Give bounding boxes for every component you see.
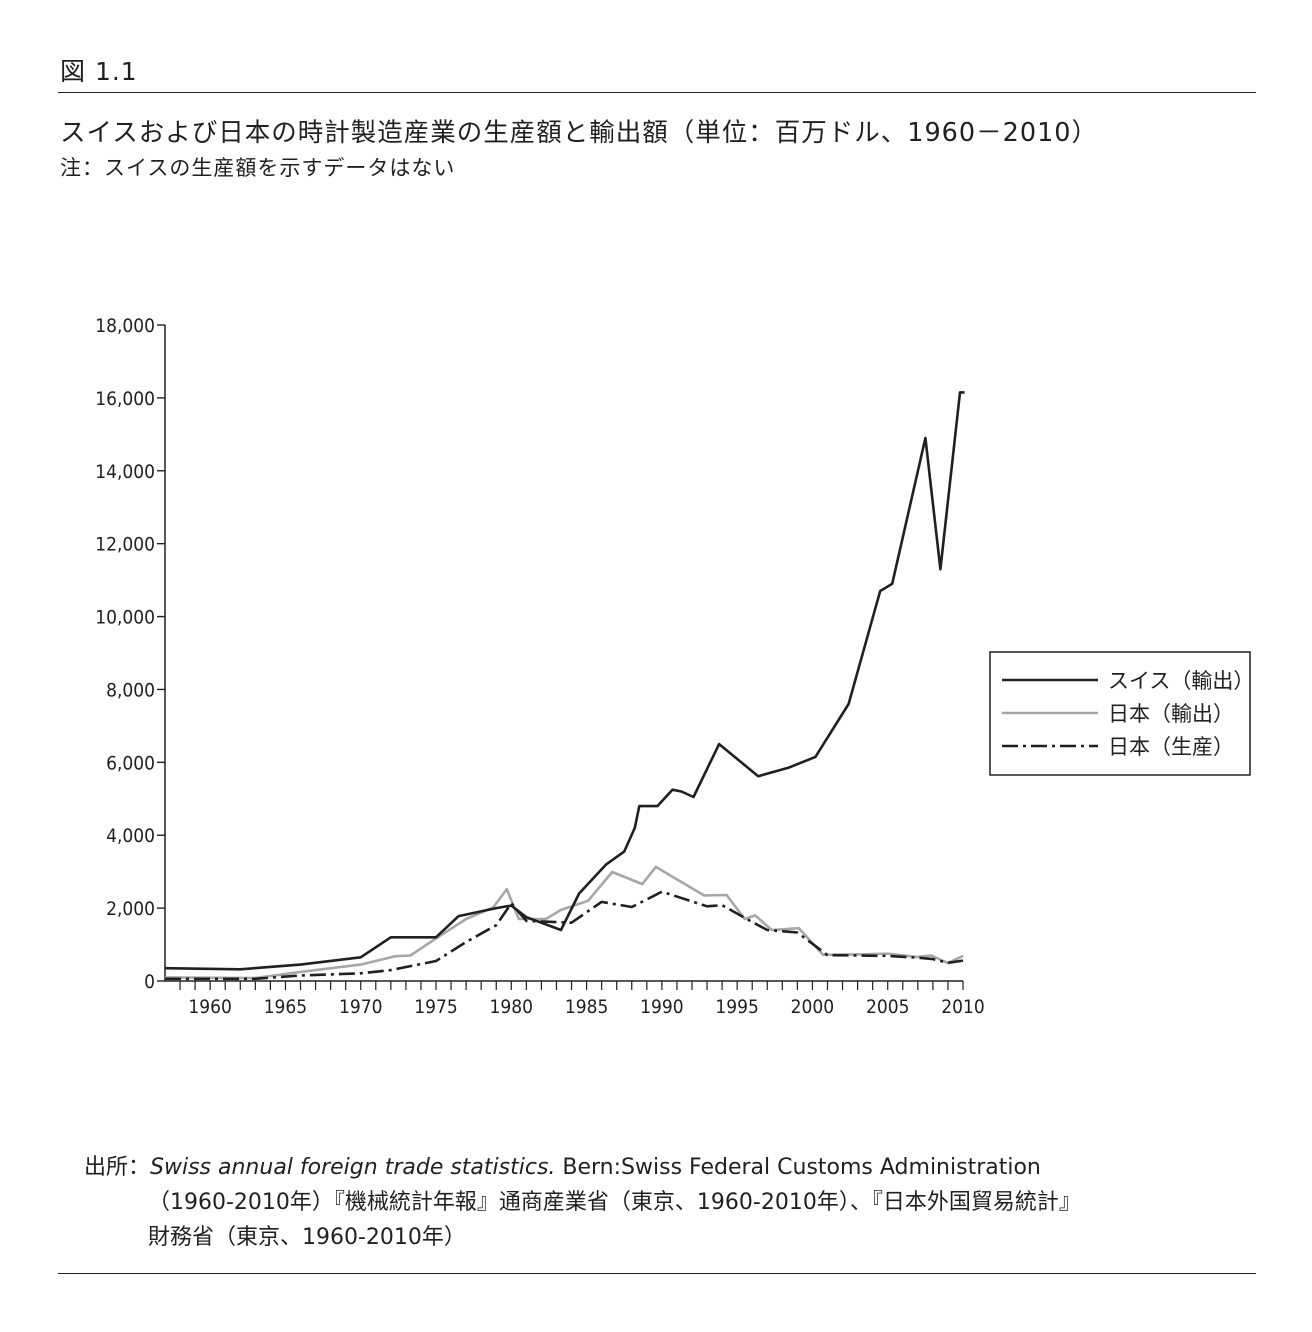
- x-tick-label: 1990: [640, 996, 684, 1018]
- y-tick-label: 8,000: [106, 679, 155, 701]
- x-tick-label: 2000: [791, 996, 835, 1018]
- x-tick-label: 1975: [414, 996, 458, 1018]
- source-prefix: 出所：: [84, 1155, 151, 1180]
- x-tick-label: 2010: [941, 996, 985, 1018]
- x-tick-label: 1960: [188, 996, 232, 1018]
- y-tick-label: 10,000: [95, 607, 155, 629]
- series-line-2: [165, 890, 964, 981]
- y-tick-label: 18,000: [95, 315, 155, 337]
- source-citation: 出所：Swiss annual foreign trade statistics…: [84, 1150, 1256, 1255]
- y-tick-label: 14,000: [95, 461, 155, 483]
- y-tick-label: 2,000: [106, 898, 155, 920]
- y-tick-label: 12,000: [95, 534, 155, 556]
- y-tick-label: 16,000: [95, 388, 155, 410]
- x-tick-label: 1980: [490, 996, 534, 1018]
- line-chart: 0 2,000 4,000 6,000 8,000 10,000 12,000 14,000 1…: [95, 315, 1254, 1018]
- source-line-2: （1960-2010年）『機械統計年報』通商産業省（東京、1960-2010年）…: [148, 1190, 1081, 1215]
- x-tick-label: 2005: [866, 996, 910, 1018]
- top-rule: [58, 92, 1256, 93]
- legend-label-1: 日本（輸出）: [1108, 702, 1234, 726]
- chart-title: スイスおよび日本の時計製造産業の生産額と輸出額（単位：百万ドル、1960－201…: [60, 118, 1099, 148]
- figure-label: 図 1.1: [60, 57, 138, 86]
- bottom-rule: [58, 1273, 1256, 1274]
- x-tick-label: 1965: [264, 996, 308, 1018]
- x-tick-label: 1985: [565, 996, 609, 1018]
- series-line-0: [164, 391, 965, 971]
- source-publisher: Bern:Swiss Federal Customs Administratio…: [555, 1155, 1041, 1180]
- source-title-italic: Swiss annual foreign trade statistics.: [150, 1155, 556, 1180]
- x-tick-label: 1970: [339, 996, 383, 1018]
- y-tick-label: 4,000: [106, 825, 155, 847]
- y-tick-label: 6,000: [106, 752, 155, 774]
- x-tick-label: 1995: [715, 996, 759, 1018]
- legend-label-2: 日本（生産）: [1108, 735, 1234, 759]
- legend-label-0: スイス（輸出）: [1108, 669, 1254, 693]
- source-line-3: 財務省（東京、1960-2010年）: [148, 1225, 466, 1250]
- y-tick-label: 0: [144, 971, 155, 993]
- chart-note: 注：スイスの生産額を示すデータはない: [60, 156, 456, 180]
